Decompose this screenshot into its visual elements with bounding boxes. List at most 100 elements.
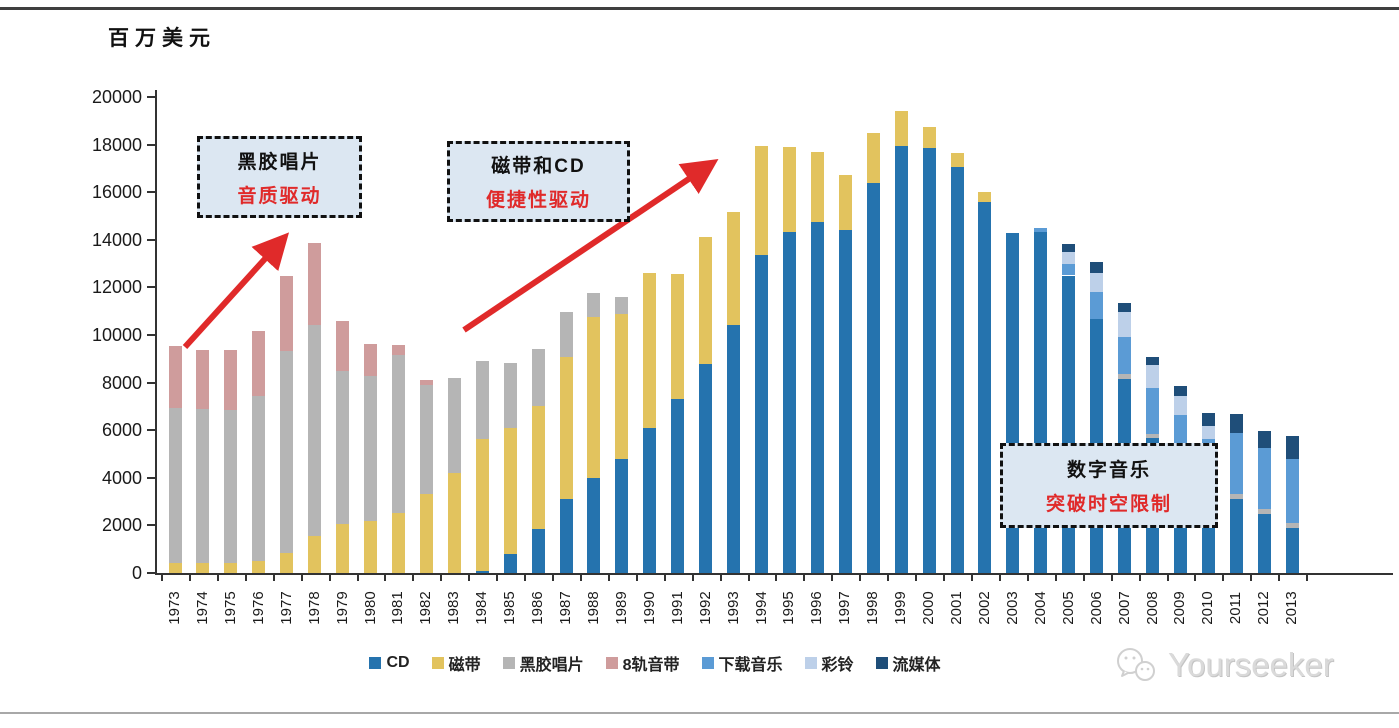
annotation-cassette-cd-title: 磁带和CD [491,156,586,177]
x-tick [859,575,862,581]
x-tick-label-1991: 1991 [668,591,686,625]
bar-1975-vinyl [224,409,238,563]
bar-2013-streaming [1285,435,1299,459]
y-tick [147,476,155,479]
x-tick [216,575,219,581]
wechat-icon [1117,648,1155,681]
x-tick-label-1983: 1983 [445,591,463,625]
bar-1976-vinyl [252,395,266,562]
bar-1984-cassette [475,438,489,571]
legend-item-cassette: 磁带 [431,651,481,675]
x-tick [747,575,750,581]
y-tick-label: 4000 [101,467,142,488]
x-tick [272,575,275,581]
bar-1980-eight_track [364,343,377,376]
bar-2006-streaming [1090,262,1104,274]
bar-1979-eight_track [336,320,350,371]
y-tick-label: 16000 [91,182,142,203]
x-tick [496,575,499,581]
bar-2008-streaming [1146,357,1160,366]
x-tick-label-1973: 1973 [166,591,183,625]
legend-item-downloads: 下载音乐 [701,651,783,675]
x-tick-label-1979: 1979 [333,591,351,625]
bar-2012-cd [1257,513,1271,573]
bar-1991-cd [671,398,685,573]
x-tick-label-1995: 1995 [780,591,798,625]
bar-2007-ringtones [1118,312,1132,338]
bar-2006-ringtones [1090,273,1104,293]
bar-2001-cd [950,167,964,573]
watermark-text: Yourseeker [1168,646,1334,683]
y-tick [147,524,155,527]
x-tick-label-1990: 1990 [640,591,658,625]
bar-1974-eight_track [196,349,210,409]
bar-1981-cassette [391,512,405,573]
bar-1979-cassette [336,523,350,573]
bar-1977-cassette [280,553,294,573]
bar-1980-vinyl [364,375,377,521]
x-tick [1166,575,1169,581]
y-tick [147,238,155,241]
bar-2008-downloads [1146,387,1160,434]
bar-1982-eight_track [419,380,433,386]
legend-item-ringtones: 彩铃 [804,651,854,675]
x-tick-label-1997: 1997 [836,591,854,625]
bar-1981-eight_track [391,345,405,356]
annotation-cassette-cd: 磁带和CD 便捷性驱动 [447,141,630,222]
bar-2010-streaming [1201,412,1215,426]
x-tick [1054,575,1057,581]
y-tick-label: 2000 [101,515,142,536]
legend-label-cd: CD [386,654,410,671]
bar-2013-cd [1285,528,1299,573]
y-tick-label: 6000 [101,420,142,441]
y-axis-line [155,90,157,575]
x-tick [1222,575,1225,581]
bar-2007-vinyl [1118,373,1132,379]
bar-1995-cassette [782,147,796,233]
annotation-digital: 数字音乐 突破时空限制 [1000,443,1218,528]
bar-1982-vinyl [419,385,433,494]
bar-2011-vinyl [1229,493,1243,499]
bar-1996-cassette [810,152,824,223]
bar-2008-ringtones [1146,365,1160,388]
bar-1980-cassette [364,520,377,573]
bar-2012-streaming [1257,430,1271,448]
legend-label-streaming: 流媒体 [892,657,941,674]
bar-2007-downloads [1118,337,1132,374]
bar-1997-cassette [838,175,852,231]
y-tick-label: 10000 [91,325,142,345]
bar-2009-ringtones [1173,395,1187,415]
bar-1994-cassette [755,145,769,256]
x-tick [998,575,1001,581]
x-tick-label-1998: 1998 [864,591,882,625]
x-axis-line [155,573,1393,575]
bar-1986-cassette [531,405,545,529]
bar-2001-cassette [950,153,964,168]
bar-1995-cd [782,232,796,573]
bottom-divider [0,712,1399,714]
bar-1993-cassette [727,212,741,326]
x-tick-label-2000: 2000 [920,591,938,625]
legend-label-eight_track: 8轨音带 [622,657,680,674]
bar-2013-downloads [1285,458,1299,523]
x-tick [161,575,164,581]
y-tick [147,96,155,98]
x-tick-label-1994: 1994 [752,591,770,625]
bar-1973-eight_track [168,346,182,408]
bar-2005-downloads [1062,263,1076,276]
x-tick [440,575,443,581]
x-tick [356,575,359,581]
x-tick [188,575,191,581]
x-tick-label-1987: 1987 [557,591,575,625]
x-tick-label-1977: 1977 [277,591,295,625]
bar-1984-vinyl [475,360,489,439]
x-tick-label-2002: 2002 [975,591,993,625]
x-tick [579,575,582,581]
legend-label-ringtones: 彩铃 [821,657,854,674]
bar-1998-cassette [866,132,880,183]
x-tick [803,575,806,581]
y-tick [147,572,155,574]
bar-1983-vinyl [447,377,461,473]
bar-1987-cassette [559,357,573,499]
bar-1973-cassette [168,563,182,573]
